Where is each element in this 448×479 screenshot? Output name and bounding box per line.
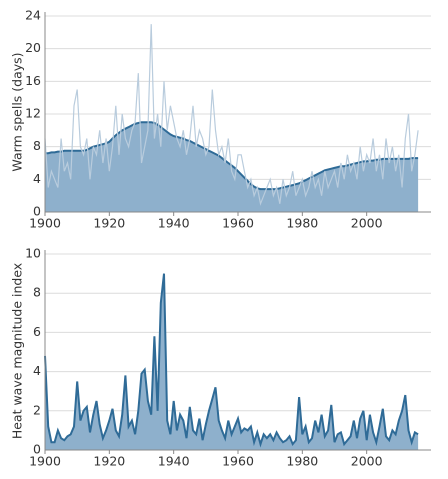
x-tick-label: 1960 (222, 454, 254, 469)
x-tick-label: 1940 (158, 216, 190, 231)
y-axis-label: Heat wave magnitude index (10, 263, 25, 439)
y-axis-label: Warm spells (days) (10, 52, 25, 171)
y-tick-label: 24 (25, 8, 41, 23)
x-tick-label: 1960 (222, 216, 254, 231)
x-tick-label: 2000 (351, 216, 383, 231)
line (44, 24, 419, 206)
y-tick-label: 6 (33, 324, 41, 339)
y-tick-label: 4 (33, 171, 41, 186)
y-tick-label: 0 (33, 442, 41, 457)
y-tick-label: 16 (25, 73, 41, 88)
area (45, 273, 419, 450)
x-tick-label: 1940 (158, 454, 190, 469)
x-tick-label: 1900 (29, 454, 61, 469)
y-tick-label: 20 (25, 40, 41, 55)
x-tick-label: 1980 (286, 454, 318, 469)
x-tick-label: 2000 (351, 454, 383, 469)
line (44, 273, 419, 448)
y-tick-label: 8 (33, 285, 41, 300)
y-tick-label: 12 (25, 106, 41, 121)
y-tick-label: 8 (33, 138, 41, 153)
x-tick-label: 1980 (286, 216, 318, 231)
x-tick-label: 1920 (93, 216, 125, 231)
x-tick-label: 1900 (29, 216, 61, 231)
y-tick-label: 10 (25, 246, 41, 261)
y-tick-label: 2 (33, 402, 41, 417)
y-tick-label: 0 (33, 204, 41, 219)
y-tick-label: 4 (33, 363, 41, 378)
x-tick-label: 1920 (93, 454, 125, 469)
